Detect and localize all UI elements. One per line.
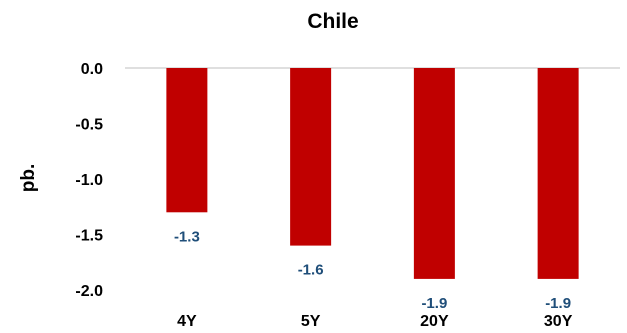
bars-group xyxy=(166,68,579,279)
y-tick-label: -1.5 xyxy=(75,228,103,245)
x-tick-label: 30Y xyxy=(544,313,573,330)
data-label: -1.9 xyxy=(421,295,447,312)
bar xyxy=(166,68,208,213)
bar xyxy=(290,68,332,246)
data-labels-group: -1.3 -1.6 -1.9 -1.9 xyxy=(174,228,571,312)
y-axis-label: pb. xyxy=(18,164,39,193)
y-axis-ticks: 0.0 -0.5 -1.0 -1.5 -2.0 xyxy=(75,61,103,300)
data-label: -1.9 xyxy=(545,295,571,312)
bar xyxy=(537,68,579,279)
y-tick-label: -0.5 xyxy=(75,117,103,134)
x-tick-label: 4Y xyxy=(177,313,197,330)
data-label: -1.3 xyxy=(174,228,200,245)
x-tick-label: 20Y xyxy=(420,313,449,330)
y-tick-label: -1.0 xyxy=(75,172,103,189)
bar xyxy=(413,68,455,279)
data-label: -1.6 xyxy=(298,262,324,279)
y-tick-label: 0.0 xyxy=(81,61,103,78)
chart-title: Chile xyxy=(307,10,358,33)
y-tick-label: -2.0 xyxy=(75,283,103,300)
x-tick-label: 5Y xyxy=(301,313,321,330)
x-axis-ticks: 4Y 5Y 20Y 30Y xyxy=(177,313,573,330)
